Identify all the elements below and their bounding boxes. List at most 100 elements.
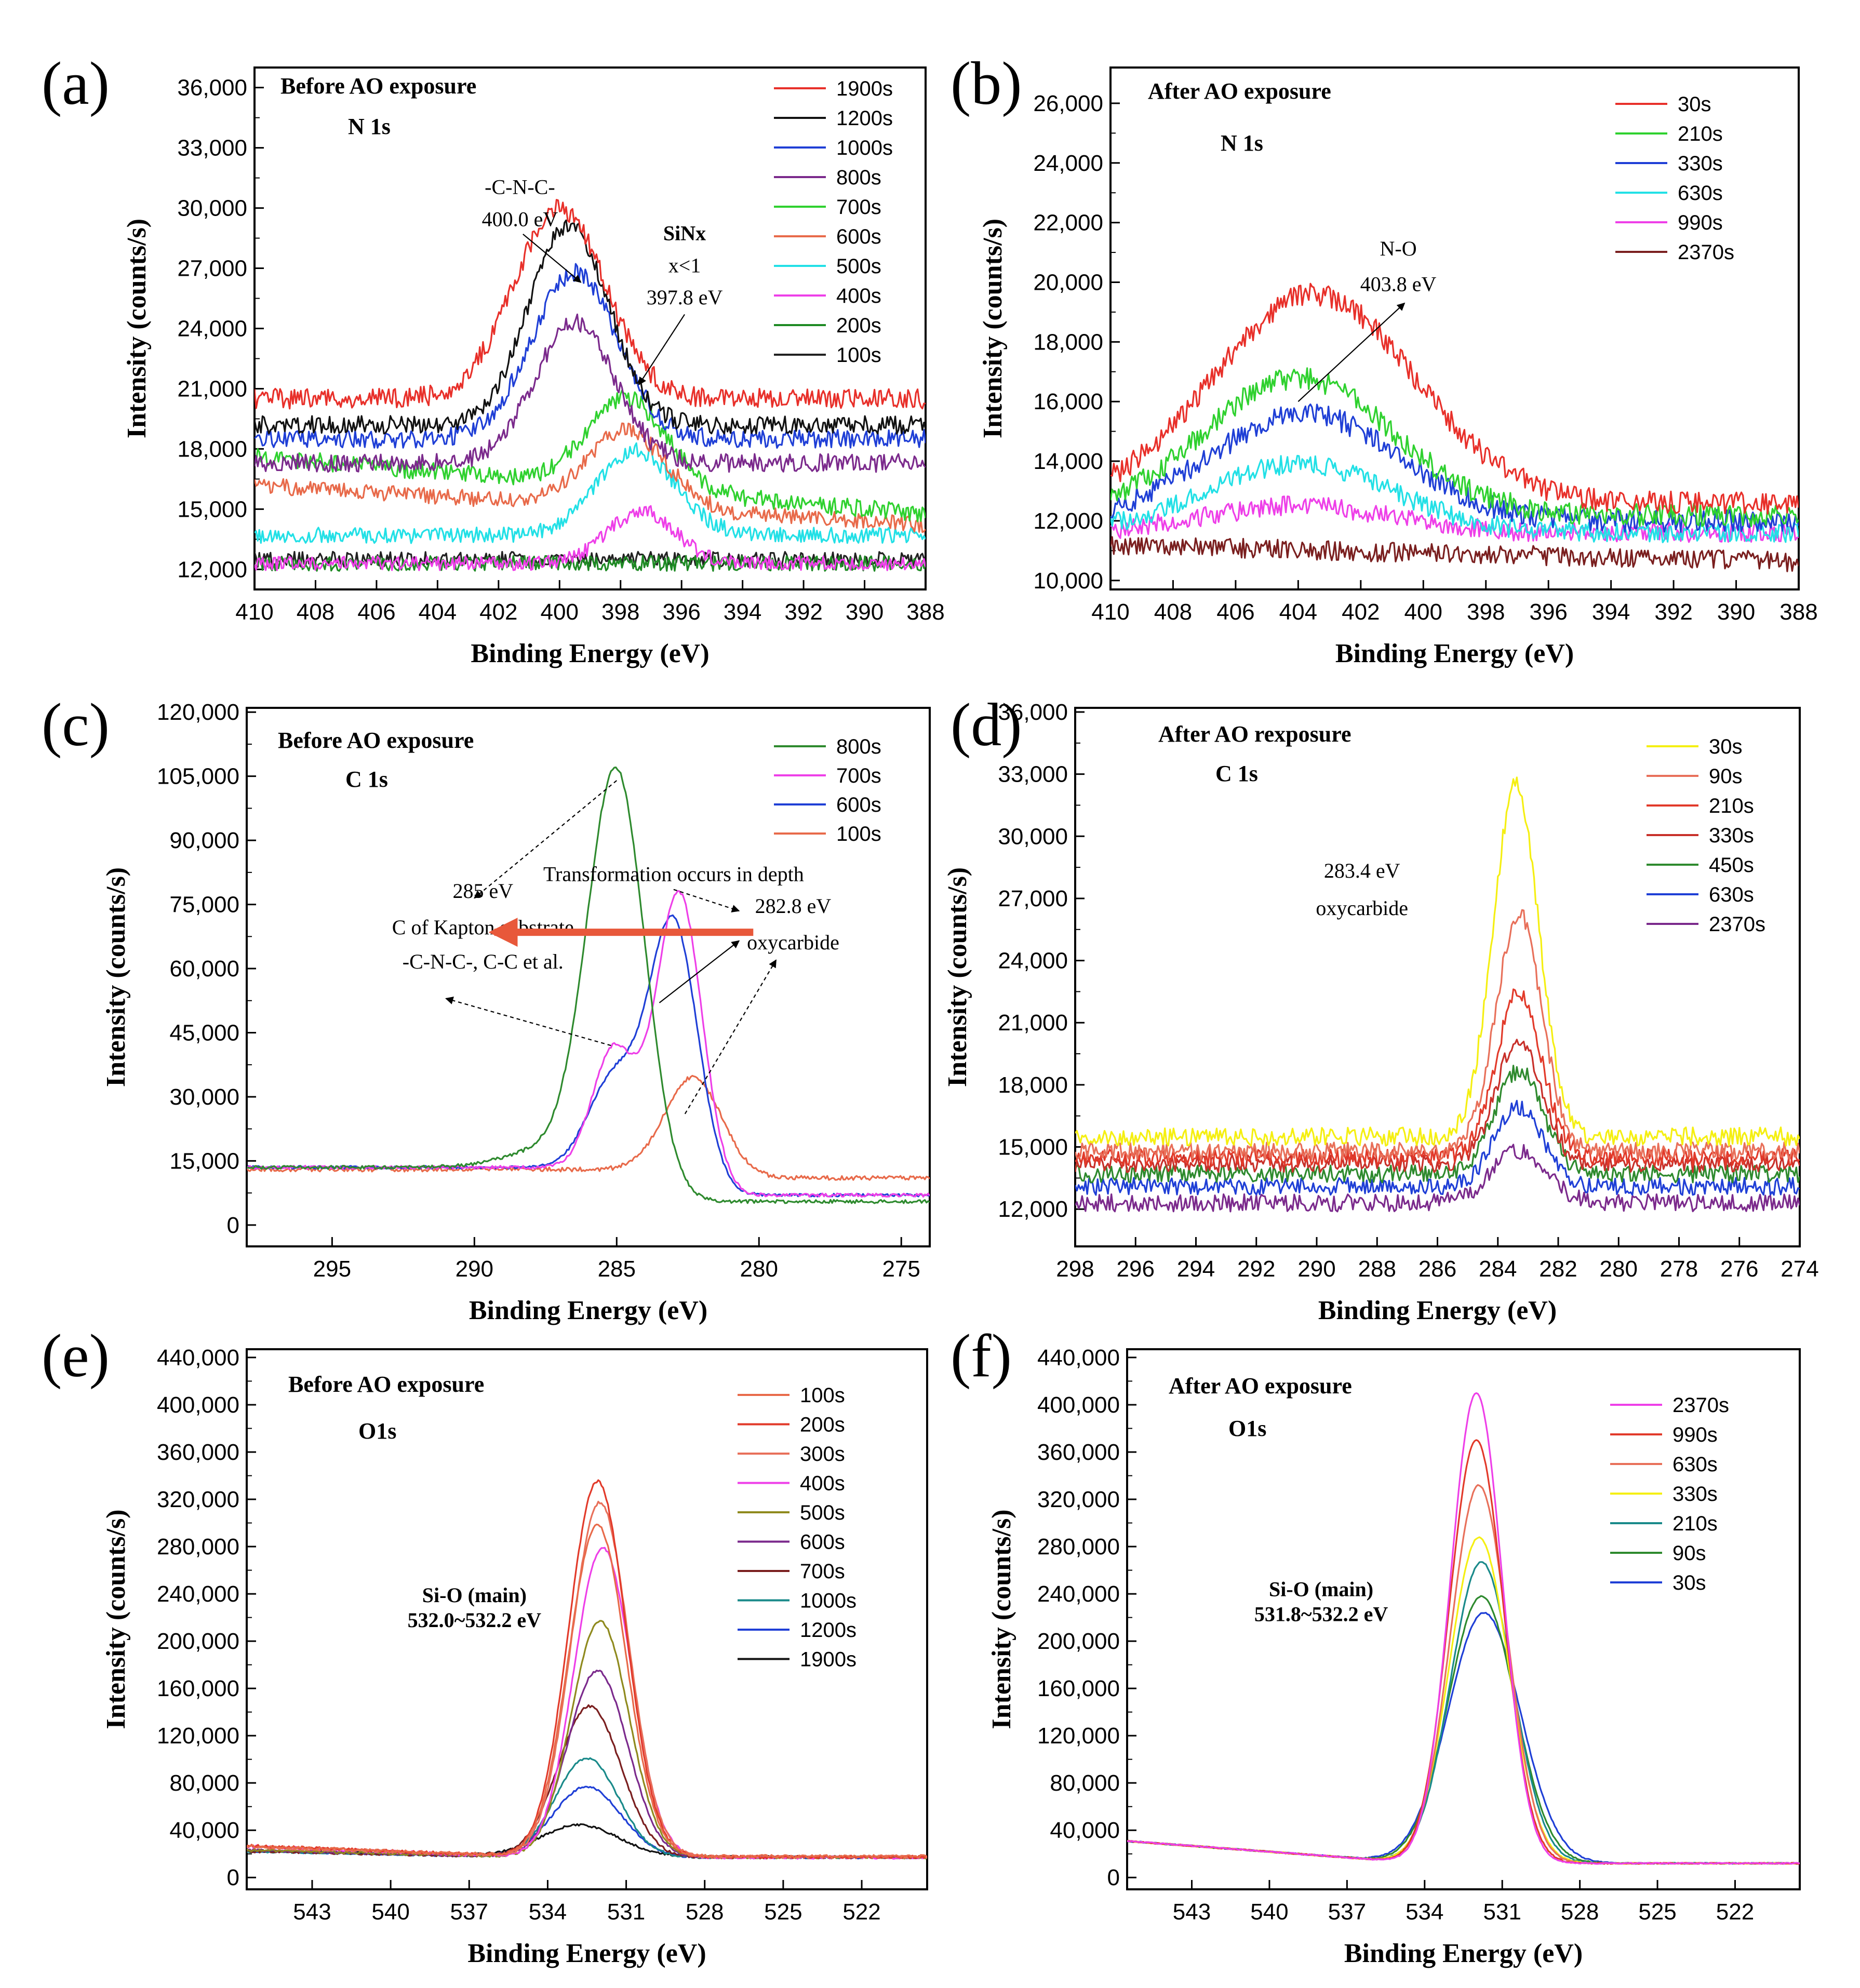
x-tick-label: 392: [784, 599, 822, 625]
panel-1: (b) 410 408 406 404 402 400 398 396 394 392 390 388 1…: [951, 49, 1818, 668]
x-tick-label: 394: [724, 599, 761, 625]
annotation-text: 397.8 eV: [647, 286, 723, 309]
legend-label: 700s: [836, 764, 881, 787]
x-tick-label: 534: [529, 1899, 567, 1925]
y-axis-label: Intensity (counts/s): [987, 1509, 1016, 1729]
series-line-700s: [255, 389, 926, 522]
x-tick-label: 543: [1173, 1899, 1211, 1925]
legend-label: 500s: [800, 1501, 845, 1524]
legend-label: 2370s: [1672, 1394, 1729, 1417]
x-tick-label: 402: [479, 599, 517, 625]
legend-label: 800s: [836, 166, 881, 189]
y-tick-label: 120,000: [157, 700, 239, 725]
panel-subtitle: N 1s: [1221, 130, 1263, 156]
annotation-text: N-O: [1380, 237, 1417, 260]
y-tick-label: 30,000: [998, 824, 1068, 849]
y-tick-label: 360,000: [1037, 1440, 1120, 1465]
legend-label: 200s: [800, 1414, 845, 1436]
series-line-1000s: [255, 263, 926, 449]
y-tick-label: 27,000: [998, 886, 1068, 911]
y-tick-label: 80,000: [1050, 1770, 1120, 1796]
legend-label: 200s: [836, 314, 881, 337]
panel-title: After AO rexposure: [1158, 721, 1351, 747]
x-tick-label: 410: [1091, 599, 1129, 625]
annotation-text: oxycarbide: [747, 931, 839, 954]
y-tick-label: 22,000: [1033, 210, 1103, 236]
panel-label: (f): [951, 1322, 1012, 1390]
panel-3: (d) 298 296 294 292 290 288 286 284 282 280 278 276 2…: [943, 691, 1819, 1325]
legend-label: 800s: [836, 735, 881, 758]
panel-title: Before AO exposure: [288, 1372, 484, 1397]
legend-label: 2370s: [1709, 913, 1765, 936]
y-tick-label: 18,000: [177, 436, 247, 462]
series-line-1900s: [255, 199, 926, 410]
y-tick-label: 15,000: [998, 1135, 1068, 1160]
y-tick-label: 360,000: [157, 1440, 239, 1465]
panel-title: After AO exposure: [1169, 1373, 1352, 1399]
y-tick-label: 12,000: [998, 1197, 1068, 1222]
y-tick-label: 15,000: [169, 1148, 239, 1174]
series-group: [1127, 1392, 1800, 1865]
series-line-30s: [1075, 776, 1800, 1147]
legend-label: 500s: [836, 255, 881, 278]
series-line-100s: [255, 550, 926, 568]
x-tick-label: 537: [450, 1899, 488, 1925]
legend-label: 30s: [1672, 1571, 1706, 1594]
panel-label: (d): [951, 691, 1022, 759]
legend-label: 700s: [836, 196, 881, 219]
plot-frame: [1126, 1348, 1801, 1890]
x-tick-label: 528: [1561, 1899, 1599, 1925]
x-tick-label: 404: [1279, 599, 1317, 625]
panel-subtitle: O1s: [1228, 1416, 1266, 1441]
y-tick-label: 120,000: [1037, 1723, 1120, 1749]
x-tick-label: 394: [1592, 599, 1630, 625]
legend-label: 90s: [1672, 1542, 1706, 1565]
x-tick-label: 540: [1250, 1899, 1288, 1925]
x-tick-label: 288: [1358, 1256, 1396, 1282]
x-tick-label: 390: [846, 599, 884, 625]
annotation-text: oxycarbide: [1316, 896, 1408, 920]
y-tick-label: 60,000: [169, 956, 239, 982]
y-axis-label: Intensity (counts/s): [101, 867, 131, 1087]
annotation-text: Transformation occurs in depth: [543, 862, 804, 885]
series-line-210s: [1075, 988, 1800, 1167]
series-line-210s: [1127, 1561, 1800, 1865]
x-axis-label: Binding Energy (eV): [471, 639, 709, 668]
x-tick-label: 298: [1056, 1256, 1094, 1282]
x-axis-label: Binding Energy (eV): [469, 1296, 707, 1325]
annotation-text: 400.0 eV: [482, 207, 558, 231]
series-group: [255, 199, 926, 572]
legend-label: 600s: [836, 794, 881, 816]
legend-label: 990s: [1678, 211, 1723, 234]
y-tick-label: 12,000: [1033, 508, 1103, 534]
y-tick-label: 0: [227, 1213, 239, 1238]
annotation-text: -C-N-C-, C-C et al.: [403, 950, 564, 973]
y-tick-label: 24,000: [177, 316, 247, 342]
y-tick-label: 75,000: [169, 892, 239, 918]
legend-label: 30s: [1678, 93, 1711, 116]
x-tick-label: 295: [313, 1256, 351, 1282]
x-tick-label: 274: [1781, 1256, 1818, 1282]
panel-title: Before AO exposure: [280, 73, 476, 99]
x-tick-label: 540: [371, 1899, 409, 1925]
y-tick-label: 240,000: [157, 1581, 239, 1607]
panel-subtitle: C 1s: [1215, 761, 1258, 786]
x-tick-label: 531: [607, 1899, 645, 1925]
x-tick-label: 388: [1779, 599, 1817, 625]
panel-subtitle: C 1s: [345, 767, 388, 792]
x-tick-label: 404: [419, 599, 457, 625]
panel-4: (e) 543 540 537 534 531 528 525 522 0 40,000 80,000…: [42, 1322, 928, 1968]
plot-frame: [1109, 66, 1800, 590]
x-tick-label: 410: [235, 599, 273, 625]
series-line-450s: [1075, 1065, 1800, 1184]
annotation-text: 403.8 eV: [1360, 273, 1437, 296]
y-tick-label: 27,000: [177, 256, 247, 281]
x-tick-label: 406: [1216, 599, 1254, 625]
legend-label: 1900s: [836, 77, 893, 100]
legend-label: 1000s: [800, 1590, 857, 1613]
x-tick-label: 396: [1529, 599, 1567, 625]
legend-label: 100s: [836, 823, 881, 845]
x-tick-label: 390: [1717, 599, 1755, 625]
legend-label: 330s: [1672, 1483, 1718, 1506]
